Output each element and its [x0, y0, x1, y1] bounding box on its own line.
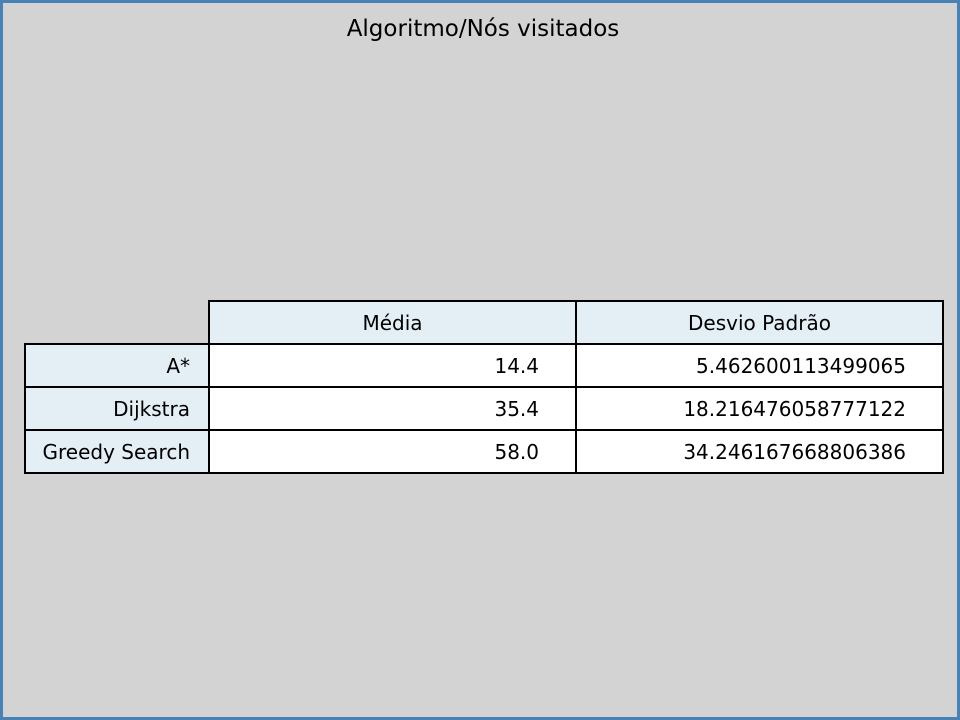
row-header-greedy-search: Greedy Search	[24, 429, 210, 474]
column-header-media: Média	[208, 300, 577, 345]
cell-media-greedy-search: 58.0	[208, 429, 577, 474]
table-row: Dijkstra 35.4 18.216476058777122	[24, 386, 944, 431]
cell-media-a-star: 14.4	[208, 343, 577, 388]
cell-desvio-dijkstra: 18.216476058777122	[575, 386, 944, 431]
table-row: A* 14.4 5.462600113499065	[24, 343, 944, 388]
row-header-a-star: A*	[24, 343, 210, 388]
data-table: Média Desvio Padrão A* 14.4 5.4626001134…	[24, 300, 944, 474]
table-corner	[25, 301, 209, 344]
row-header-dijkstra: Dijkstra	[24, 386, 210, 431]
chart-title: Algoritmo/Nós visitados	[346, 16, 620, 42]
header-row: Média Desvio Padrão	[25, 300, 944, 345]
column-header-desvio-padrao: Desvio Padrão	[575, 300, 944, 345]
cell-desvio-a-star: 5.462600113499065	[575, 343, 944, 388]
table-row: Greedy Search 58.0 34.246167668806386	[24, 429, 944, 474]
cell-desvio-greedy-search: 34.246167668806386	[575, 429, 944, 474]
cell-media-dijkstra: 35.4	[208, 386, 577, 431]
